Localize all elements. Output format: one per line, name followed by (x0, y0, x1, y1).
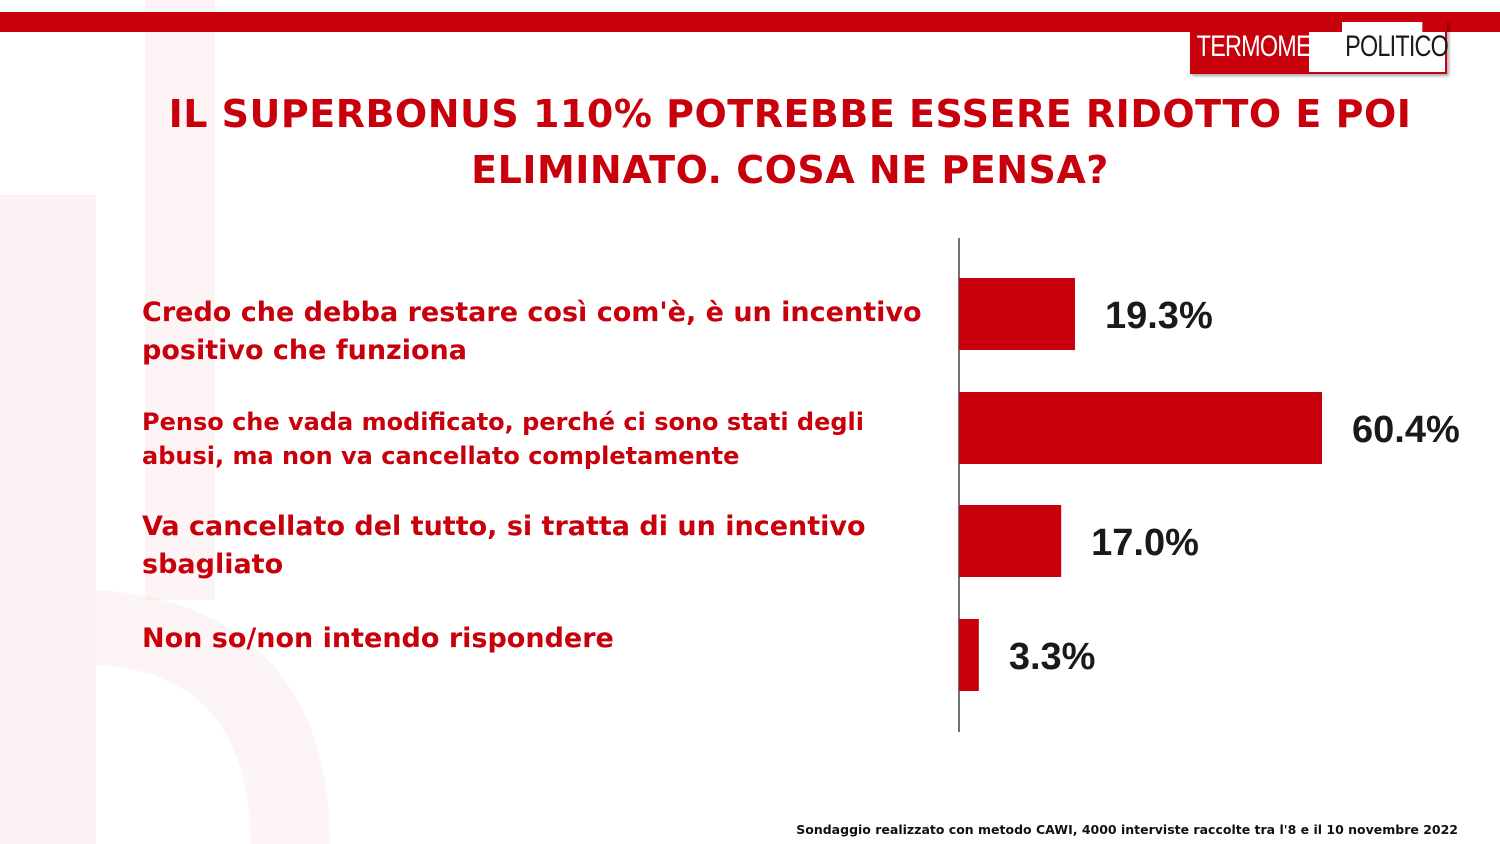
top-accent-bar (0, 12, 1500, 32)
footer-note: Sondaggio realizzato con metodo CAWI, 40… (796, 822, 1458, 837)
value-label-4: 3.3% (1009, 636, 1096, 678)
bar-4 (959, 619, 979, 691)
category-label-2: Penso che vada modificato, perché ci son… (142, 408, 864, 470)
value-label-2: 60.4% (1352, 409, 1460, 451)
value-label-1: 19.3% (1105, 295, 1213, 337)
category-label-4: Non so/non intendo rispondere (142, 623, 614, 654)
value-label-3: 17.0% (1091, 522, 1199, 564)
bar-3 (959, 505, 1062, 577)
category-label-3: Va cancellato del tutto, si tratta di un… (142, 511, 866, 580)
logo: TERMOMETRO POLITICO (1190, 20, 1449, 74)
bar-2 (959, 392, 1322, 464)
chart-title: IL SUPERBONUS 110% POTREBBE ESSERE RIDOT… (168, 92, 1412, 192)
category-label-1: Credo che debba restare così com'è, è un… (142, 297, 922, 366)
bar-1 (959, 278, 1075, 350)
